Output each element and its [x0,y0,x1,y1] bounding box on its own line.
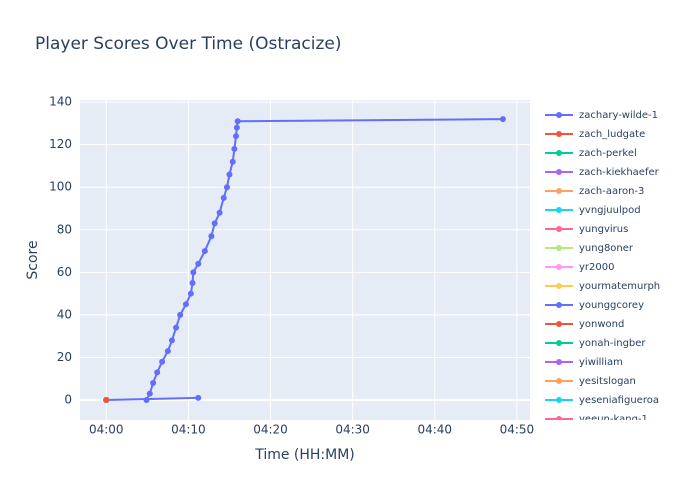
data-point [231,145,238,152]
data-point [154,369,161,376]
data-point [220,194,227,201]
plot-series [103,116,506,403]
legend-label[interactable]: zach-kiekhaefer [579,167,660,178]
y-tick-label: 0 [64,393,72,407]
data-point [159,358,166,365]
legend-marker [556,321,562,327]
data-point [177,311,184,318]
legend-marker [556,150,562,156]
legend-label[interactable]: zach_ludgate [579,129,645,140]
plot-area [80,100,530,420]
legend-label[interactable]: younggcorey [579,300,644,311]
legend-label[interactable]: zach-perkel [579,148,637,159]
x-tick-label: 04:50 [500,423,535,437]
legend-label[interactable]: yeseniafigueroa [579,395,659,406]
y-tick-label: 80 [57,222,72,236]
data-point [226,171,233,178]
chart-title: Player Scores Over Time (Ostracize) [35,34,342,54]
series-line [106,396,199,401]
legend: zachary-wilde-1 zach_ludgate zach-perkel za… [545,110,660,425]
data-point [143,397,150,403]
data-point [201,248,208,255]
legend-marker [556,207,562,213]
legend-marker [556,283,562,289]
data-point [208,233,215,240]
data-point [216,209,223,216]
legend-marker [556,397,562,403]
data-point [103,397,110,403]
y-tick-label: 40 [57,307,72,321]
legend-marker [556,112,562,118]
y-tick-label: 60 [57,265,72,279]
legend-label[interactable]: yonwond [579,319,624,330]
data-point [146,390,153,397]
legend-label[interactable]: yr2000 [579,262,614,273]
data-point [234,118,241,125]
legend-label[interactable]: yvngjuulpod [579,205,641,216]
legend-marker [556,378,562,384]
legend-label[interactable]: yonah-ingber [579,338,646,349]
legend-label[interactable]: yesitslogan [579,376,636,387]
grid: 0 20 40 60 80 100 120 140 04:00 04:10 04:20 04:30 04… [49,95,534,437]
legend-marker [556,245,562,251]
legend-label[interactable]: yung8oner [579,243,634,254]
legend-marker [556,264,562,270]
data-point [233,124,240,131]
legend-label[interactable]: yeeun-kang-1 [579,414,648,425]
legend-label[interactable]: zach-aaron-3 [579,186,644,197]
data-point [233,133,240,140]
x-tick-label: 04:40 [417,423,452,437]
legend-marker [556,302,562,308]
data-point [223,184,230,191]
data-point [195,260,202,267]
data-point [189,279,196,286]
y-tick-label: 100 [49,180,72,194]
legend-marker [556,188,562,194]
data-point [187,290,194,297]
x-tick-label: 04:20 [253,423,288,437]
data-point [499,116,506,123]
y-tick-label: 120 [49,137,72,151]
y-tick-label: 140 [49,95,72,109]
data-point [173,324,180,331]
x-tick-label: 04:00 [89,423,124,437]
data-point [190,269,197,276]
legend-label[interactable]: yiwilliam [579,357,623,368]
data-point [164,348,171,355]
legend-label[interactable]: yourmatemurph [579,281,660,292]
legend-marker [556,226,562,232]
legend-marker [556,340,562,346]
x-axis-title: Time (HH:MM) [254,447,355,463]
data-point [182,301,189,308]
legend-label[interactable]: yungvirus [579,224,628,235]
data-point [195,394,202,401]
legend-marker [556,169,562,175]
data-point [168,337,175,344]
data-point [211,220,218,227]
x-tick-label: 04:10 [171,423,206,437]
data-point [229,158,236,165]
legend-marker [556,359,562,365]
legend-marker [556,416,562,420]
y-tick-label: 20 [57,350,72,364]
y-axis-title: Score [25,240,41,279]
data-point [150,379,157,386]
x-tick-label: 04:30 [335,423,370,437]
legend-marker [556,131,562,137]
legend-label[interactable]: zachary-wilde-1 [579,110,658,121]
